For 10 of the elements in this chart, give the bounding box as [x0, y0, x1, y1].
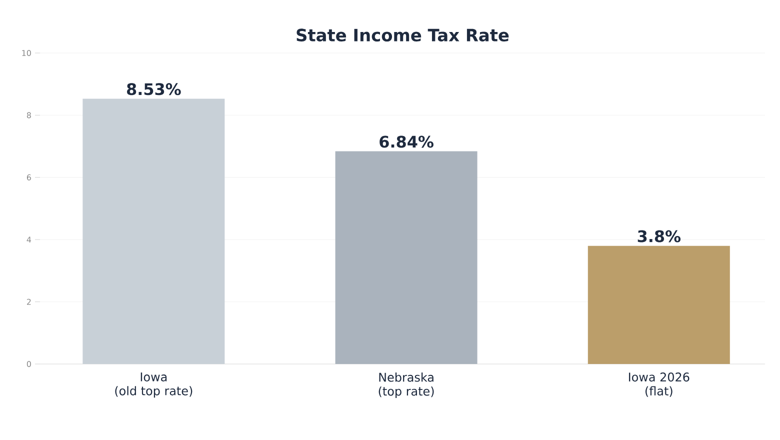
x-tick-label: Iowa (old top rate) [115, 372, 192, 398]
bar [82, 98, 225, 364]
data-label: 3.8% [638, 230, 681, 242]
bar [588, 246, 730, 364]
data-label: 6.84% [380, 136, 434, 148]
bar [335, 151, 478, 364]
x-tick-label: Nebraska (top rate) [378, 372, 434, 398]
chart-title: State Income Tax Rate [296, 28, 509, 42]
data-label: 8.53% [126, 83, 181, 96]
x-tick-label: Iowa 2026 (flat) [628, 372, 690, 397]
